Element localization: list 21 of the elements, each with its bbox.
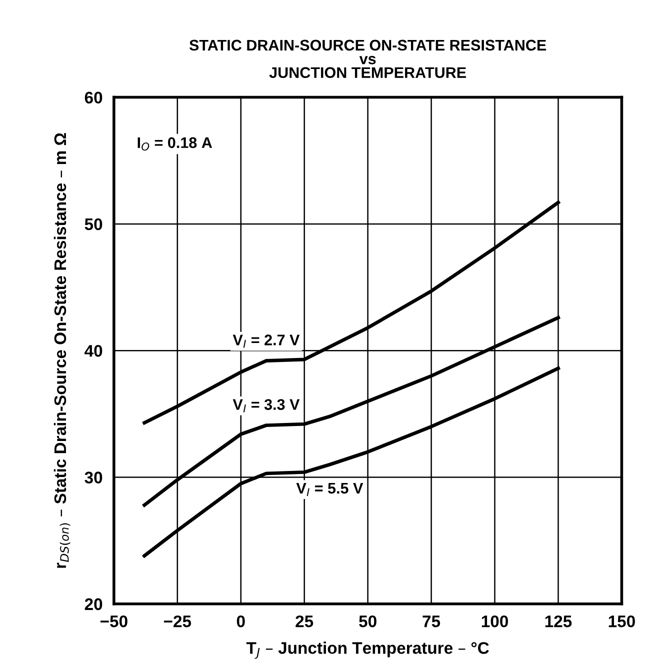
x-tick-label: 0 <box>236 615 245 628</box>
x-axis-title: T$_{J}$ – Junction Temperature – °C <box>246 642 489 659</box>
y-tick-label: 50 <box>84 218 102 230</box>
y-tick-label: 20 <box>84 598 102 610</box>
x-tick-label: 125 <box>545 615 572 628</box>
x-tick-label: 150 <box>608 615 635 628</box>
y-axis-title: r$_{DS(on)}$ – Static Drain-Source On-State Resistance – m Ω <box>54 133 70 568</box>
annotation: I$_{O}$ = 0.18 A <box>138 137 212 151</box>
y-tick-label: 30 <box>84 472 102 484</box>
x-tick-label: 100 <box>482 615 508 628</box>
series-label: V$_{I}$ = 5.5 V <box>296 482 364 496</box>
x-tick-label: 50 <box>359 615 376 628</box>
x-tick-label: −25 <box>164 615 192 628</box>
chart-title: STATIC DRAIN-SOURCE ON-STATE RESISTANCE vs JUNCTION TEMPERATURE <box>189 40 546 78</box>
y-tick-label: 60 <box>84 92 102 104</box>
x-tick-label: −50 <box>100 615 128 628</box>
x-tick-label: 75 <box>422 616 440 628</box>
series-label: V$_{I}$ = 2.7 V <box>232 334 300 348</box>
series-label: V$_{I}$ = 3.3 V <box>232 399 300 412</box>
x-tick-label: 25 <box>296 615 314 628</box>
y-tick-label: 40 <box>84 345 102 357</box>
